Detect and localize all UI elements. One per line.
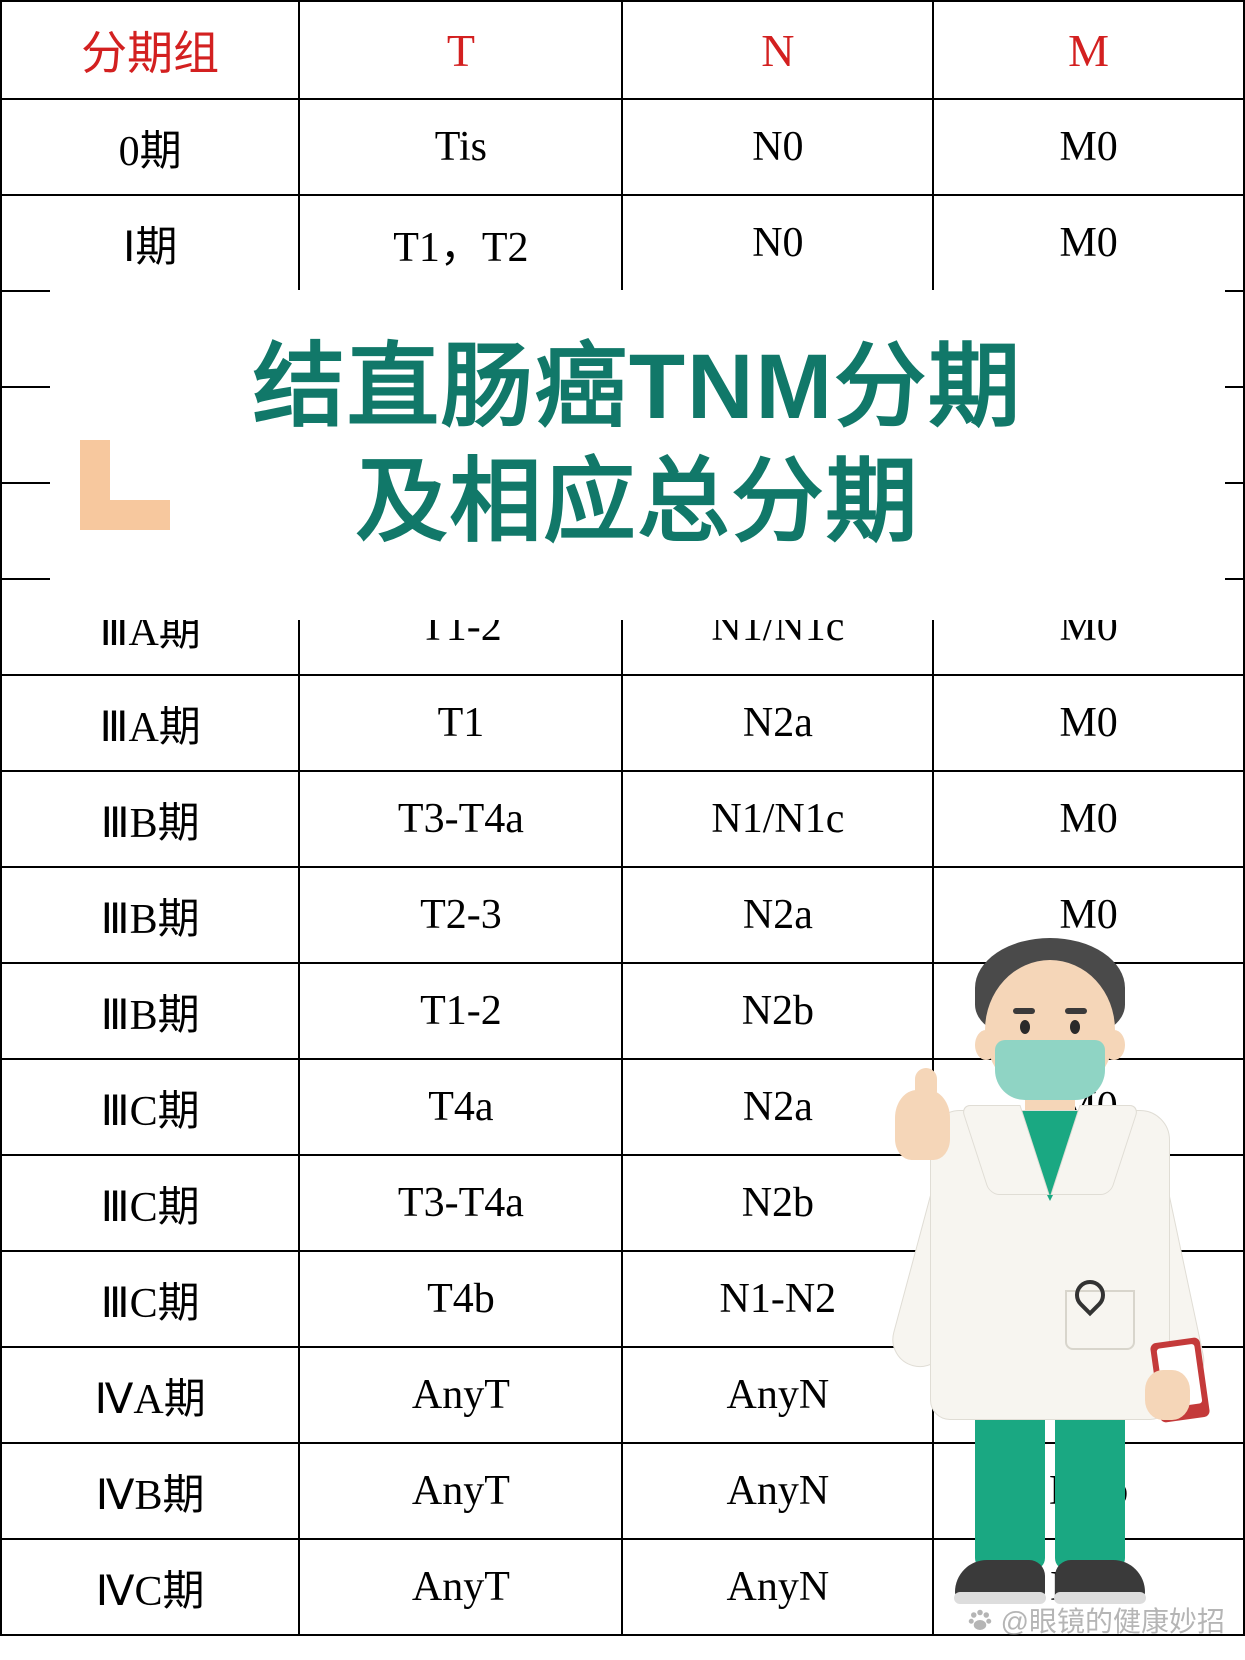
title-line1: 结直肠癌TNM分期 <box>70 330 1205 445</box>
watermark-text: @眼镜的健康妙招 <box>1001 1600 1225 1640</box>
table-cell: N0 <box>622 99 933 195</box>
doctor-eyebrow <box>1065 1008 1087 1014</box>
table-cell: N0 <box>622 195 933 291</box>
table-row: Ⅰ期T1，T2N0M0 <box>1 195 1244 291</box>
col-n: N <box>622 1 933 99</box>
doctor-eye <box>1070 1020 1080 1034</box>
doctor-eyebrow <box>1013 1008 1035 1014</box>
table-row: 0期TisN0M0 <box>1 99 1244 195</box>
table-cell: ⅢA期 <box>1 675 299 771</box>
table-cell: T4b <box>299 1251 622 1347</box>
watermark: @眼镜的健康妙招 <box>965 1600 1225 1640</box>
table-cell: AnyT <box>299 1443 622 1539</box>
table-cell: Ⅰ期 <box>1 195 299 291</box>
col-t: T <box>299 1 622 99</box>
table-cell: M0 <box>933 99 1244 195</box>
table-cell: ⅢC期 <box>1 1059 299 1155</box>
doctor-hand <box>1145 1370 1190 1420</box>
table-cell: N2a <box>622 675 933 771</box>
paw-icon <box>965 1605 995 1635</box>
table-cell: 0期 <box>1 99 299 195</box>
col-stage: 分期组 <box>1 1 299 99</box>
table-row: ⅢA期T1N2aM0 <box>1 675 1244 771</box>
table-cell: N1/N1c <box>622 771 933 867</box>
doctor-pants <box>975 1400 1045 1570</box>
table-row: ⅢB期T3-T4aN1/N1cM0 <box>1 771 1244 867</box>
table-cell: T1，T2 <box>299 195 622 291</box>
table-cell: ⅣA期 <box>1 1347 299 1443</box>
table-cell: T1-2 <box>299 963 622 1059</box>
table-cell: T3-T4a <box>299 1155 622 1251</box>
table-cell: T3-T4a <box>299 771 622 867</box>
table-cell: ⅢC期 <box>1 1155 299 1251</box>
doctor-eye <box>1020 1020 1030 1034</box>
table-cell: AnyT <box>299 1347 622 1443</box>
doctor-coat <box>930 1110 1170 1420</box>
doctor-hand <box>895 1090 950 1160</box>
table-cell: M0 <box>933 195 1244 291</box>
table-cell: ⅢB期 <box>1 963 299 1059</box>
title-line2: 及相应总分期 <box>70 445 1205 560</box>
table-cell: Tis <box>299 99 622 195</box>
doctor-illustration <box>875 900 1215 1620</box>
title-accent-shape <box>80 440 170 530</box>
title-text: 结直肠癌TNM分期 及相应总分期 <box>70 330 1205 560</box>
table-cell: ⅣC期 <box>1 1539 299 1635</box>
table-cell: ⅢC期 <box>1 1251 299 1347</box>
table-cell: T4a <box>299 1059 622 1155</box>
table-cell: AnyT <box>299 1539 622 1635</box>
table-cell: T1 <box>299 675 622 771</box>
table-cell: ⅣB期 <box>1 1443 299 1539</box>
col-m: M <box>933 1 1244 99</box>
table-cell: M0 <box>933 771 1244 867</box>
title-overlay: 结直肠癌TNM分期 及相应总分期 <box>50 290 1225 620</box>
table-cell: ⅢB期 <box>1 771 299 867</box>
doctor-mask <box>995 1040 1105 1100</box>
table-cell: ⅢB期 <box>1 867 299 963</box>
table-cell: T2-3 <box>299 867 622 963</box>
doctor-pants <box>1055 1400 1125 1570</box>
table-cell: M0 <box>933 675 1244 771</box>
table-header-row: 分期组 T N M <box>1 1 1244 99</box>
